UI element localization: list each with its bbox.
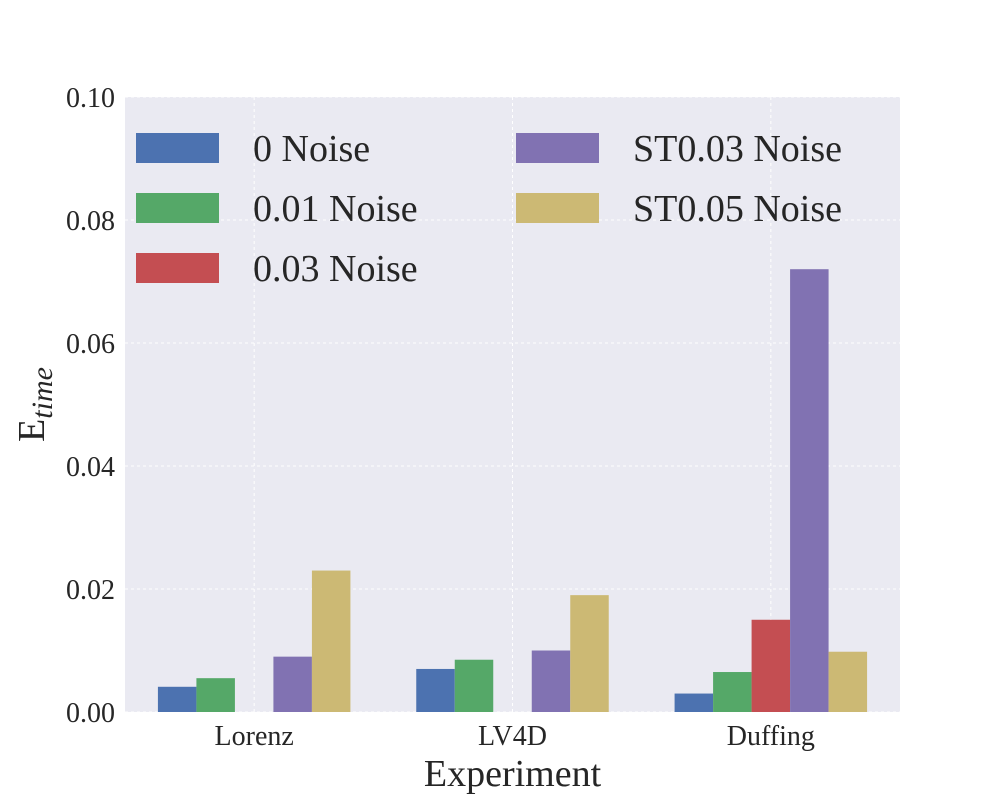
y-axis-label-subscript: time xyxy=(26,367,59,419)
bars xyxy=(157,269,868,712)
x-axis-label: Experiment xyxy=(424,753,602,795)
bar-0-03-noise-duffing xyxy=(751,619,791,712)
legend-swatch xyxy=(136,193,219,223)
legend-label: 0.01 Noise xyxy=(253,188,418,230)
x-tick-label: LV4D xyxy=(478,721,547,752)
legend-swatch xyxy=(516,193,599,223)
y-tick-label: 0.02 xyxy=(66,575,115,606)
bar-0-noise-lv4d xyxy=(416,668,455,712)
bar-0-01-noise-lv4d xyxy=(454,659,494,712)
grid xyxy=(125,96,900,713)
bar-0-noise-duffing xyxy=(674,693,714,712)
y-tick-label: 0.06 xyxy=(66,329,115,360)
y-tick-label: 0.00 xyxy=(66,698,115,729)
bar-st0-05-noise-duffing xyxy=(828,651,868,712)
bar-st0-03-noise-duffing xyxy=(790,269,829,712)
legend-label: 0.03 Noise xyxy=(253,248,418,290)
legend-label: 0 Noise xyxy=(253,128,370,170)
y-tick-label: 0.08 xyxy=(66,206,115,237)
x-tick-label: Lorenz xyxy=(215,721,294,752)
legend-label: ST0.03 Noise xyxy=(633,128,842,170)
bar-0-01-noise-lorenz xyxy=(196,678,235,712)
legend-swatch xyxy=(136,133,219,163)
y-axis-ticks: 0.00 0.02 0.04 0.06 0.08 0.10 xyxy=(66,83,115,729)
x-tick-label: Duffing xyxy=(727,721,815,752)
y-tick-label: 0.10 xyxy=(66,83,115,114)
bar-st0-03-noise-lorenz xyxy=(273,656,312,712)
legend-swatch xyxy=(136,253,219,283)
legend-label: ST0.05 Noise xyxy=(633,188,842,230)
bar-0-noise-lorenz xyxy=(157,686,197,712)
y-axis-label-main: E xyxy=(11,419,53,442)
bar-0-01-noise-duffing xyxy=(713,672,752,712)
legend-swatch xyxy=(516,133,599,163)
bar-st0-05-noise-lorenz xyxy=(311,570,351,712)
bar-st0-05-noise-lv4d xyxy=(570,595,609,712)
legend: 0 Noise 0.01 Noise 0.03 Noise ST0.03 Noise S… xyxy=(136,128,842,290)
bar-st0-03-noise-lv4d xyxy=(531,650,571,712)
y-axis-label: Etime xyxy=(11,367,59,442)
x-axis-ticks: Lorenz LV4D Duffing xyxy=(215,721,815,752)
y-tick-label: 0.04 xyxy=(66,452,115,483)
